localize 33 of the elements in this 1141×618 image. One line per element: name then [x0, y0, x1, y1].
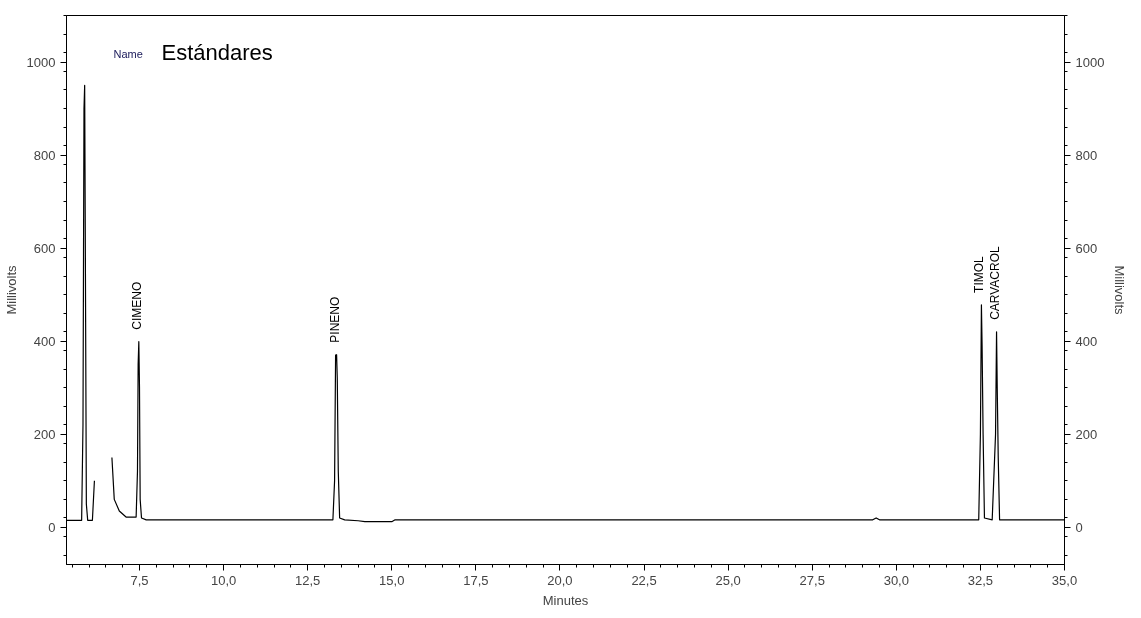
- y2-axis-title: Millivolts: [1112, 265, 1128, 316]
- annotation: CARVACROL: [987, 245, 1002, 320]
- annotation: TIMOL: [972, 255, 987, 293]
- y-tick-label: 800: [33, 147, 56, 163]
- x-axis-title: Minutes: [542, 592, 589, 608]
- x-tick-label: 30,0: [883, 572, 909, 588]
- x-tick-label: 7,5: [130, 572, 149, 588]
- y2-tick-label: 1000: [1075, 54, 1105, 70]
- annotation: Name: [113, 47, 143, 60]
- y2-tick-label: 800: [1075, 147, 1098, 163]
- annotation: PINENO: [327, 296, 342, 343]
- annotation: CIMENO: [129, 281, 144, 330]
- x-tick-label: 15,0: [379, 572, 405, 588]
- x-tick-label: 22,5: [631, 572, 657, 588]
- x-tick-label: 20,0: [547, 572, 573, 588]
- y-tick-label: 600: [33, 240, 56, 256]
- text: Estándares: [161, 39, 273, 65]
- y-tick-label: 200: [33, 426, 56, 442]
- x-tick-label: 27,5: [799, 572, 825, 588]
- x-tick-label: 10,0: [210, 572, 237, 588]
- x-tick-label: 32,5: [967, 572, 994, 588]
- y2-tick-label: 600: [1075, 240, 1098, 256]
- y-tick-label: 400: [33, 333, 56, 349]
- x-tick-label: 25,0: [715, 572, 741, 588]
- x-tick-label: 12,5: [295, 572, 321, 588]
- x-tick-label: 17,5: [463, 572, 489, 588]
- y-axis-title: Millivolts: [3, 264, 19, 315]
- x-tick-label: 35,0: [1051, 572, 1078, 588]
- y2-tick-label: 0: [1075, 519, 1083, 535]
- y2-tick-label: 400: [1075, 333, 1098, 349]
- y-tick-label: 1000: [26, 54, 56, 70]
- y2-tick-label: 200: [1075, 426, 1098, 442]
- y-tick-label: 0: [48, 519, 56, 535]
